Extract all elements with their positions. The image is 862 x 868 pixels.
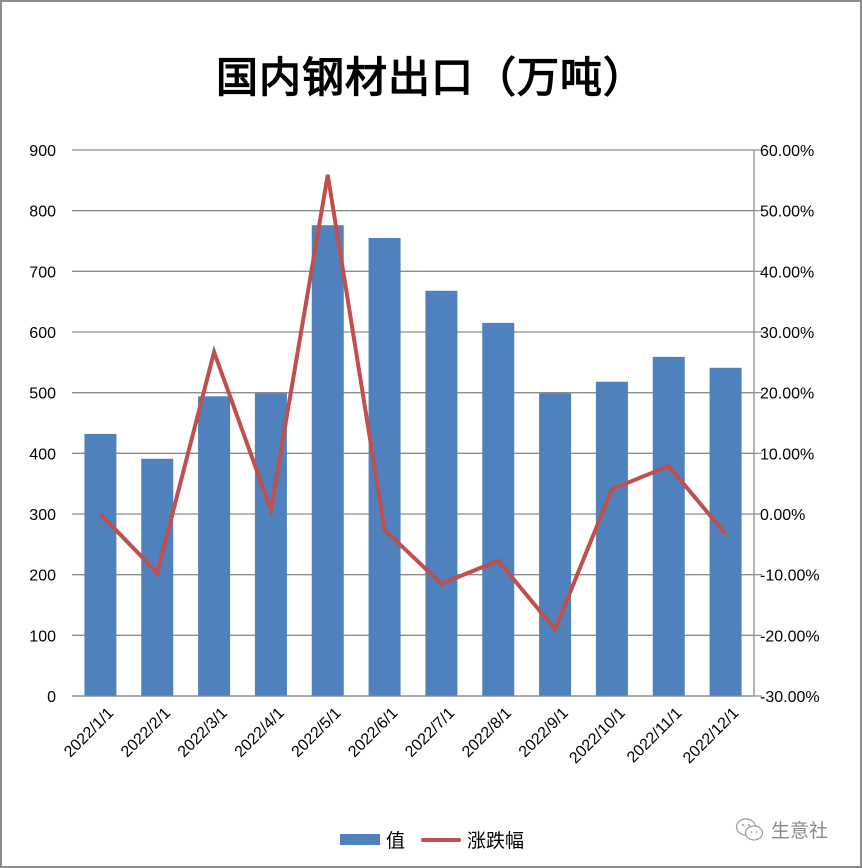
y-tick-label: 800	[29, 204, 56, 221]
y-tick-label: 100	[29, 628, 56, 645]
chart-title: 国内钢材出口（万吨）	[215, 53, 646, 102]
x-tick-label: 2022/10/1	[566, 705, 628, 767]
y2-tick-label: 50.00%	[760, 204, 814, 221]
line-series	[98, 174, 728, 634]
x-tick-label: 2022/12/1	[680, 705, 742, 767]
bar	[595, 381, 628, 696]
y-tick-label: 300	[29, 507, 56, 524]
x-tick-label: 2022/5/1	[289, 705, 345, 761]
legend-bar-swatch	[340, 834, 380, 845]
x-tick-label: 2022/3/1	[175, 705, 231, 761]
gridlines	[72, 149, 754, 697]
y2-tick-label: 60.00%	[760, 143, 814, 160]
y-tick-label: 400	[29, 446, 56, 463]
axes	[72, 149, 762, 697]
bar	[539, 393, 572, 696]
x-tick-label: 2022/4/1	[232, 705, 288, 761]
y2-tick-label: -30.00%	[760, 689, 820, 706]
right-axis-labels: -30.00% -20.00% -10.00% 0.00% 10.00% 20.00% 30…	[760, 143, 820, 706]
y2-tick-label: 30.00%	[760, 325, 814, 342]
legend-line-label: 涨跌幅	[467, 830, 525, 852]
x-tick-label: 2022/11/1	[624, 705, 686, 767]
legend-line-swatch	[421, 837, 462, 842]
y-tick-label: 600	[29, 325, 56, 342]
y-tick-label: 200	[29, 568, 56, 585]
y-tick-label: 0	[47, 689, 56, 706]
y-tick-label: 700	[29, 264, 56, 281]
y-tick-label: 900	[29, 143, 56, 160]
x-tick-label: 2022/6/1	[345, 705, 401, 761]
bar	[482, 322, 515, 696]
left-axis-labels: 0 100 200 300 400 500 600 700 800 900	[29, 143, 56, 706]
y2-tick-label: -20.00%	[760, 628, 820, 645]
watermark: 生意社	[735, 816, 828, 843]
wechat-icon	[735, 817, 764, 841]
line-path	[98, 174, 728, 634]
bar	[311, 225, 344, 696]
x-axis-labels: 2022/1/1 2022/2/1 2022/3/1 2022/4/1 2022/5/1…	[61, 705, 742, 767]
y-tick-label: 500	[29, 386, 56, 403]
x-tick-label: 2022/2/1	[118, 705, 174, 761]
bar-series	[84, 225, 742, 696]
x-tick-label: 2022/9/1	[516, 705, 572, 761]
bar	[652, 356, 685, 696]
y2-tick-label: 10.00%	[760, 446, 814, 463]
bar	[425, 290, 458, 696]
legend-bar-label: 值	[386, 830, 406, 852]
x-tick-label: 2022/7/1	[402, 705, 458, 761]
legend: 值 涨跌幅	[340, 826, 524, 853]
y2-tick-label: 20.00%	[760, 386, 814, 403]
y2-tick-label: 0.00%	[760, 507, 805, 524]
y2-tick-label: -10.00%	[760, 568, 820, 585]
bar	[141, 458, 174, 696]
x-tick-label: 2022/1/1	[61, 705, 117, 761]
bar	[84, 433, 117, 696]
y2-tick-label: 40.00%	[760, 264, 814, 281]
bar	[198, 396, 231, 696]
watermark-text: 生意社	[771, 820, 829, 842]
x-tick-label: 2022/8/1	[459, 705, 515, 761]
